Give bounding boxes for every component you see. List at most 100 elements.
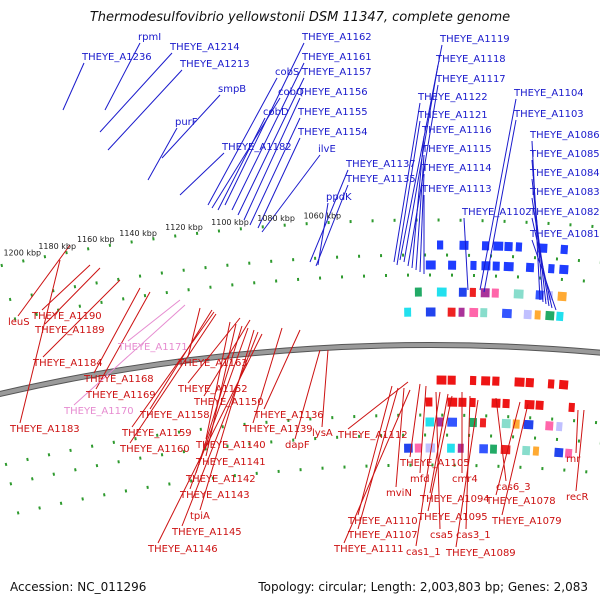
gene-block (554, 447, 564, 458)
leader-line (531, 217, 553, 309)
gene-block (557, 291, 567, 302)
gene-label-forward: THEYE_A1236 (81, 52, 152, 63)
leader-line (217, 117, 266, 211)
gene-block (545, 421, 554, 431)
gene-block (564, 448, 573, 459)
gene-label-reverse: THEYE_A1136 (253, 410, 324, 421)
leader-line (393, 102, 421, 263)
gene-label-reverse: THEYE_A1094 (419, 494, 490, 505)
gene-block (560, 244, 569, 255)
gene-label-reverse: THEYE_A1190 (31, 311, 102, 322)
leader-line (531, 239, 557, 311)
backbone-arc (0, 343, 600, 396)
gene-label-reverse: THEYE_A1163 (177, 358, 248, 369)
gene-label-forward: THEYE_A1162 (301, 32, 372, 43)
leader-line (243, 97, 301, 221)
leader-line (99, 52, 173, 133)
gene-label-forward: THEYE_A1084 (529, 168, 600, 179)
gene-label-reverse: THEYE_A1139 (242, 424, 313, 435)
leader-line (19, 259, 61, 424)
leader-line (317, 202, 329, 266)
label-leader-lines (17, 42, 585, 548)
gene-label-reverse: THEYE_A1112 (337, 430, 408, 441)
gene-label-reverse: THEYE_A1110 (347, 516, 418, 527)
gene-label-forward: THEYE_A1155 (297, 107, 368, 118)
leader-line (203, 319, 251, 397)
leader-line (42, 279, 121, 358)
leader-line (419, 385, 427, 474)
gene-features (404, 240, 576, 459)
gene-label-forward: cobS (275, 67, 299, 78)
gene-label-forward: THEYE_A1082 (529, 207, 600, 218)
gene-label-reverse: THEYE_A1105 (399, 458, 470, 469)
topology-text: Topology: circular; Length: 2,003,803 bp… (258, 580, 588, 594)
gene-label-forward: THEYE_A1116 (421, 125, 492, 136)
gene-label-reverse: THEYE_A1107 (347, 530, 418, 541)
leader-line (17, 244, 71, 317)
leader-line (315, 184, 349, 267)
leader-line (309, 169, 349, 263)
tick-label: 1200 kbp (3, 249, 41, 258)
leader-line (463, 217, 469, 291)
leader-line (127, 299, 181, 342)
leader-line (409, 383, 421, 458)
tick-label: 1060 kbp (303, 211, 341, 220)
gene-label-reverse: THEYE_A1160 (119, 444, 190, 455)
gene-label-forward: purF (175, 117, 198, 128)
gene-label-forward: THEYE_A1214 (169, 42, 240, 53)
accession-text: Accession: NC_011296 (10, 580, 147, 594)
leader-line (357, 385, 393, 516)
leader-line (73, 304, 186, 406)
gene-label-forward: THEYE_A1137 (345, 159, 416, 170)
gene-label-reverse: THEYE_A1089 (445, 548, 516, 559)
gene-label-reverse: cas3_1 (456, 530, 491, 541)
gene-labels: rpmI THEYE_A1236 THEYE_A1214 THEYE_A1213smp… (8, 32, 600, 559)
gene-label-forward: THEYE_A1156 (297, 87, 368, 98)
gene-label-reverse: THEYE_A1152 (177, 384, 248, 395)
leader-line (495, 397, 507, 482)
leader-line (395, 387, 405, 488)
gene-label-forward: THEYE_A1118 (435, 54, 506, 65)
gene-label-forward: THEYE_A1213 (179, 59, 250, 70)
gene-block (524, 399, 535, 410)
leader-line (224, 42, 305, 206)
gene-label-forward: THEYE_A1103 (513, 109, 584, 120)
leader-line (179, 152, 225, 196)
gene-label-forward: THEYE_A1104 (513, 88, 584, 99)
gene-block (556, 311, 564, 322)
leader-line (249, 117, 301, 226)
leader-line (263, 329, 301, 410)
dot-ring-3 (0, 413, 600, 468)
gene-label-reverse: recR (566, 492, 589, 503)
leader-line (161, 94, 221, 159)
leader-line (195, 325, 243, 474)
leader-line (205, 321, 231, 440)
leader-line (252, 327, 283, 424)
leader-line (237, 77, 305, 216)
gene-label-forward: THEYE_A1117 (435, 74, 506, 85)
dot-ring-4 (0, 433, 600, 488)
gene-label-reverse: cmr4 (452, 474, 478, 485)
gene-label-forward: THEYE_A1083 (529, 187, 600, 198)
gene-label-reverse: THEYE_A1150 (193, 397, 264, 408)
leader-line (501, 403, 529, 516)
gene-label-forward: THEYE_A1086 (529, 130, 600, 141)
gene-label-forward: THEYE_A1081 (529, 229, 600, 240)
gene-block (559, 264, 569, 275)
leader-line (483, 119, 517, 293)
leader-line (415, 154, 425, 271)
gene-label-reverse: leuS (8, 317, 30, 328)
gene-block (558, 379, 569, 390)
gene-label-reverse: THEYE_A1159 (121, 428, 192, 439)
leader-line (44, 267, 101, 325)
gene-label-pseudo: THEYE_A1171 (117, 342, 188, 353)
gene-block (535, 400, 544, 410)
gene-label-forward: cobQ (278, 87, 304, 98)
gene-label-forward: THEYE_A1154 (297, 127, 368, 138)
leader-line (479, 98, 517, 291)
leader-line (343, 389, 411, 544)
tick-label: 1100 kbp (211, 218, 249, 227)
gene-label-reverse: THEYE_A1169 (85, 390, 156, 401)
leader-line (575, 409, 585, 492)
